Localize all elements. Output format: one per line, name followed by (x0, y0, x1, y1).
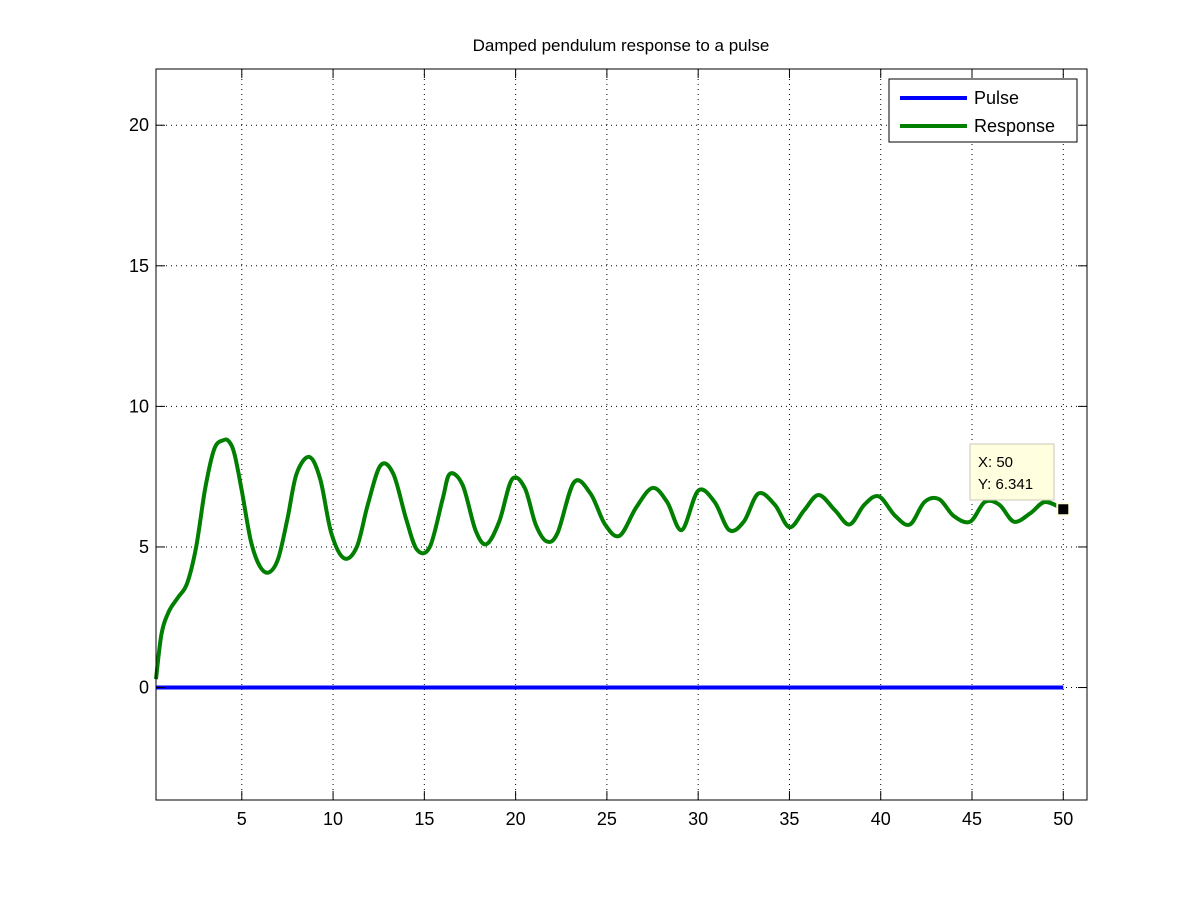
legend-label: Response (974, 116, 1055, 136)
x-tick-label: 45 (962, 809, 982, 829)
x-tick-label: 35 (779, 809, 799, 829)
data-tip-x-label: X: 50 (978, 454, 1013, 471)
data-tip-marker (1056, 502, 1071, 517)
data-tip[interactable]: X: 50 Y: 6.341 (969, 443, 1071, 517)
legend-box (888, 78, 1078, 143)
y-tick-label: 0 (139, 678, 149, 698)
legend-label: Pulse (974, 88, 1019, 108)
x-tick-label: 50 (1053, 809, 1073, 829)
grid-lines (156, 69, 1087, 800)
data-tip-box (969, 443, 1055, 501)
legend[interactable]: Pulse Response (888, 78, 1078, 143)
y-tick-label: 5 (139, 537, 149, 557)
axis-ticks: 5 10 15 20 25 30 35 40 45 50 0 5 10 15 20 (129, 69, 1087, 829)
x-tick-label: 25 (597, 809, 617, 829)
x-tick-label: 30 (688, 809, 708, 829)
axes-box (155, 68, 1088, 801)
x-tick-label: 10 (323, 809, 343, 829)
x-tick-label: 15 (414, 809, 434, 829)
y-tick-label: 15 (129, 256, 149, 276)
y-tick-label: 10 (129, 396, 149, 416)
x-tick-label: 5 (237, 809, 247, 829)
x-tick-label: 40 (871, 809, 891, 829)
plot-area (156, 69, 1087, 800)
data-tip-y-label: Y: 6.341 (978, 476, 1033, 493)
chart-title: Damped pendulum response to a pulse (473, 36, 770, 55)
y-tick-label: 20 (129, 115, 149, 135)
x-tick-label: 20 (506, 809, 526, 829)
series-line-response (154, 437, 1065, 680)
series-lines (154, 437, 1065, 690)
